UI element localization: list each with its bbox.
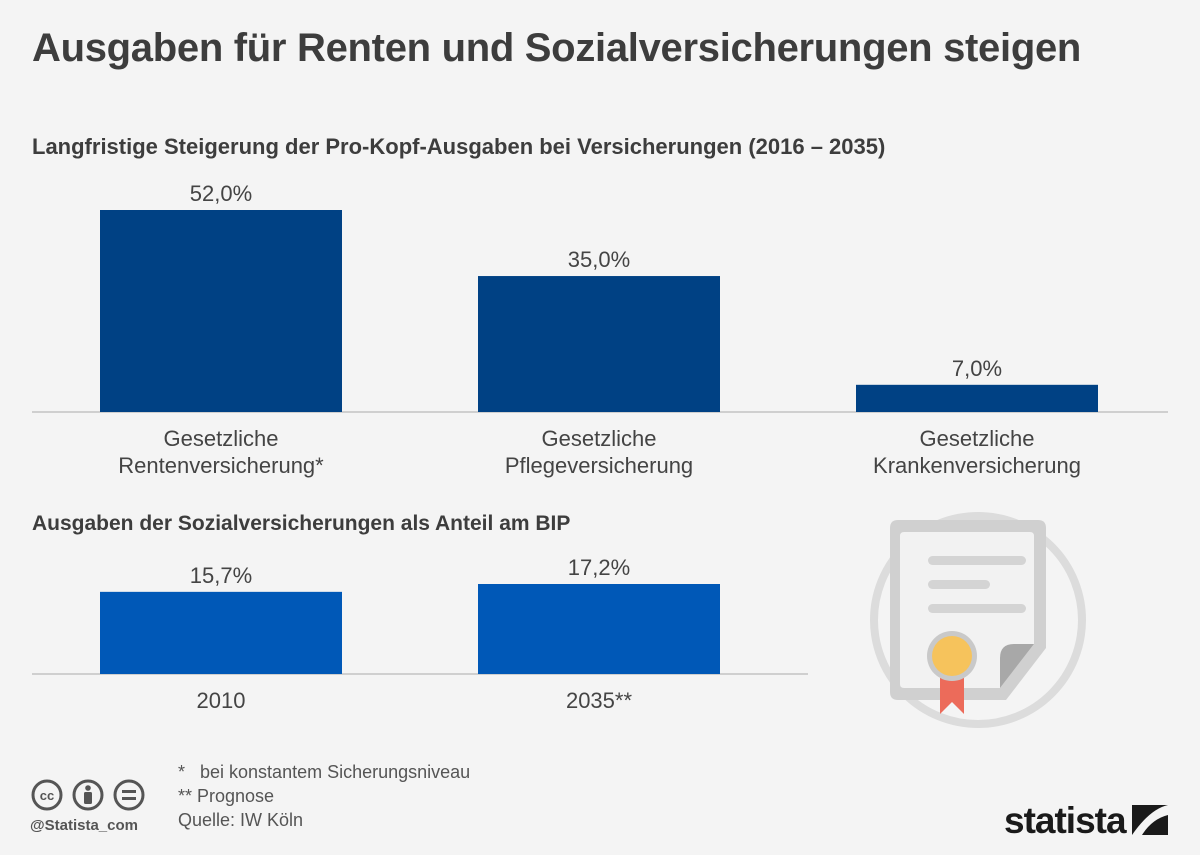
category-label-1-0: Gesetzliche	[542, 426, 657, 451]
value-label-1: 35,0%	[568, 247, 630, 272]
category-label-0-0: 2010	[197, 688, 246, 713]
chart-pro-kopf-ausgaben: 52,0%GesetzlicheRentenversicherung*35,0%…	[32, 181, 1168, 478]
footnote-2: ** Prognose	[178, 786, 275, 806]
bar-0	[100, 210, 342, 412]
brand-wordmark: statista	[1004, 800, 1127, 841]
chart-anteil-bip: 15,7% 2010 17,2% 2035**	[32, 555, 808, 713]
source-line: Quelle: IW Köln	[178, 810, 304, 830]
footnote-1: * bei konstantem Sicherungsniveau	[178, 762, 471, 782]
statista-logo-icon	[1132, 805, 1168, 835]
bar-0	[100, 591, 342, 674]
footnotes: * bei konstantem Sicherungsniveau ** Pro…	[178, 760, 470, 832]
category-label-1-0: 2035**	[566, 688, 633, 713]
cc-license-icons: cc	[31, 779, 145, 811]
chart1-title: Langfristige Steigerung der Pro-Kopf-Aus…	[32, 134, 886, 159]
category-label-2-0: Gesetzliche	[920, 426, 1035, 451]
category-label-0-0: Gesetzliche	[164, 426, 279, 451]
nd-icon	[113, 779, 145, 811]
category-label-0-1: Rentenversicherung*	[118, 453, 324, 478]
by-icon	[72, 779, 104, 811]
bar-1	[478, 276, 720, 412]
cc-icon: cc	[31, 779, 63, 811]
chart2-title: Ausgaben der Sozialversicherungen als An…	[32, 512, 571, 535]
statista-handle[interactable]: @Statista_com	[30, 817, 138, 834]
category-label-2-1: Krankenversicherung	[873, 453, 1081, 478]
svg-text:cc: cc	[40, 788, 54, 803]
value-label-2: 7,0%	[952, 356, 1002, 381]
value-label-1: 17,2%	[568, 555, 630, 580]
value-label-0: 15,7%	[190, 563, 252, 588]
certificate-icon	[870, 512, 1086, 728]
category-label-1-1: Pflegeversicherung	[505, 453, 693, 478]
page-title: Ausgaben für Renten und Sozialversicheru…	[32, 26, 1082, 70]
bar-1	[478, 584, 720, 674]
value-label-0: 52,0%	[190, 181, 252, 206]
bar-2	[856, 384, 1098, 412]
